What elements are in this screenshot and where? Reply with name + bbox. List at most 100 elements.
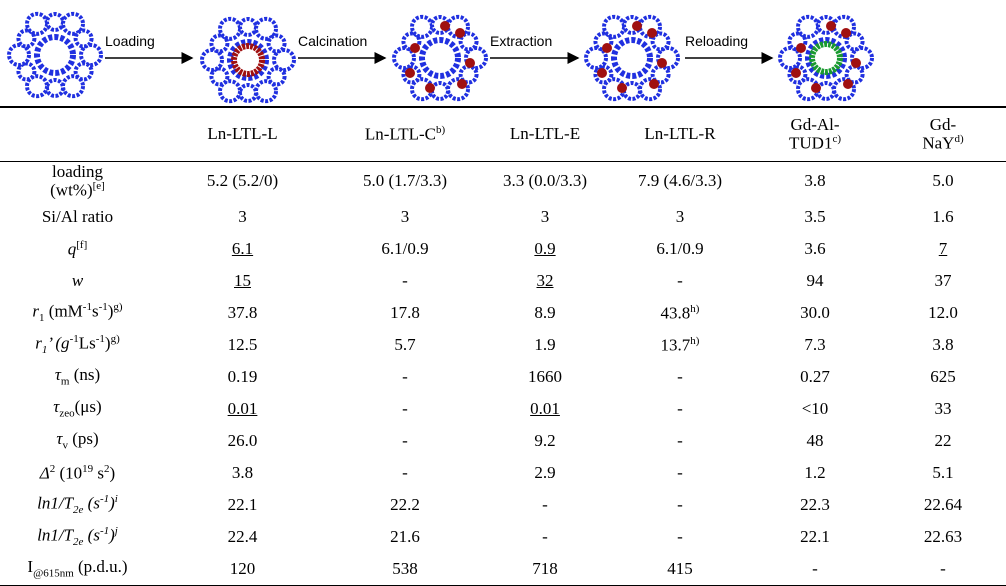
cell-text: 32 xyxy=(536,271,554,291)
cell-text: 12.5 xyxy=(227,335,258,355)
label-text: τ xyxy=(53,397,60,417)
table-row: loading (wt%)[e] 5.2 (5.2/0) 5.0 (1.7/3.3) 3… xyxy=(0,161,1006,201)
cell-text: 0.9 xyxy=(534,239,556,259)
cage xyxy=(209,33,230,54)
table-cell: 5.0 xyxy=(880,161,1006,201)
cage xyxy=(254,16,278,41)
table-cell: - xyxy=(330,457,480,489)
table-cell: 120 xyxy=(155,553,330,585)
table-cell: - xyxy=(610,457,750,489)
cell-text: 22.63 xyxy=(923,527,963,547)
cage xyxy=(430,81,450,101)
table-cell: 22 xyxy=(880,425,1006,457)
cell-text: 22.2 xyxy=(390,495,420,515)
header-cell: Ln-LTL-R xyxy=(610,107,750,161)
table-cell: 7.3 xyxy=(750,329,880,361)
label-text: i xyxy=(114,492,118,505)
cage xyxy=(73,28,94,49)
cage xyxy=(238,83,258,103)
label-text: ) xyxy=(109,525,115,545)
row-label: r1’ (g-1Ls-1)g) xyxy=(0,329,155,361)
ion xyxy=(649,79,659,89)
label-text: ) xyxy=(104,333,111,353)
ion xyxy=(455,28,465,38)
cell-text: - xyxy=(402,399,408,419)
cell-text: Gd-NaY xyxy=(922,115,957,153)
cell-text: 0.19 xyxy=(227,367,258,387)
table-cell: - xyxy=(610,361,750,393)
table-cell: 9.2 xyxy=(480,425,610,457)
table-cell: 625 xyxy=(880,361,1006,393)
label-text: 2 xyxy=(104,462,110,475)
cell-text: 7.9 (4.6/3.3) xyxy=(637,171,723,191)
cell-text: - xyxy=(677,527,683,547)
table-body: loading (wt%)[e] 5.2 (5.2/0) 5.0 (1.7/3.3) 3… xyxy=(0,161,1006,585)
ion xyxy=(465,58,475,68)
cell-text: 538 xyxy=(392,558,418,578)
cell-text: - xyxy=(677,431,683,451)
cell-text: Ln-LTL-R xyxy=(644,124,716,144)
table-cell: 22.1 xyxy=(750,521,880,553)
step-label: Loading xyxy=(105,33,155,49)
header-cell xyxy=(0,107,155,161)
table-row: r1’ (g-1Ls-1)g) 12.5 5.7 1.9 13.7h) 7.3 3.8 xyxy=(0,329,1006,361)
label-text: Δ xyxy=(39,463,50,483)
cage xyxy=(844,31,865,52)
cell-text: 1.9 xyxy=(534,335,556,355)
cell-text: 718 xyxy=(532,558,558,578)
table-cell: 12.0 xyxy=(880,297,1006,329)
table-cell: 718 xyxy=(480,553,610,585)
header-cell: Gd-NaYd) xyxy=(880,107,1006,161)
header-cell: Ln-LTL-E xyxy=(480,107,610,161)
table-cell: 5.0 (1.7/3.3) xyxy=(330,161,480,201)
row-label: Si/Al ratio xyxy=(0,201,155,233)
table-row: ln1/T2e (s-1)j 22.4 21.6 - - 22.1 22.63 xyxy=(0,521,1006,553)
row-label: Δ2 (1019 s2) xyxy=(0,457,155,489)
cage xyxy=(61,11,85,36)
cell-text: 37.8 xyxy=(227,303,258,323)
table-row: ln1/T2e (s-1)i 22.1 22.2 - - 22.3 22.64 xyxy=(0,489,1006,521)
table-cell: 3.8 xyxy=(155,457,330,489)
cage xyxy=(602,14,626,39)
table-cell: 1660 xyxy=(480,361,610,393)
table-cell: 17.8 xyxy=(330,297,480,329)
label-text: Ls xyxy=(78,333,96,353)
label-text: [f] xyxy=(76,238,88,251)
ion xyxy=(597,68,607,78)
table-cell: 415 xyxy=(610,553,750,585)
table-cell: 5.7 xyxy=(330,329,480,361)
cell-text: h) xyxy=(690,302,700,315)
cage xyxy=(25,74,49,99)
table-row: τm (ns) 0.19 - 1660 - 0.27 625 xyxy=(0,361,1006,393)
cell-text: 3.6 xyxy=(804,239,826,259)
table-row: I@615nm (p.d.u.) 120 538 718 415 - - xyxy=(0,553,1006,585)
label-text: (ps) xyxy=(67,429,99,449)
step-label: Extraction xyxy=(490,33,552,49)
cell-text: b) xyxy=(435,124,446,136)
table-cell: 22.4 xyxy=(155,521,330,553)
table-row: Δ2 (1019 s2) 3.8-2.9-1.2 5.1 xyxy=(0,457,1006,489)
ion xyxy=(657,58,667,68)
cage xyxy=(45,12,65,32)
table-cell: 15 xyxy=(155,265,330,297)
table-cell: 0.19 xyxy=(155,361,330,393)
cell-text: Ln-LTL-L xyxy=(207,124,278,144)
data-table: Ln-LTL-L Ln-LTL-Cb) Ln-LTL-E Ln-LTL-R Gd-Al-… xyxy=(0,106,1006,586)
table-cell: 5.2 (5.2/0) xyxy=(155,161,330,201)
label-text: (s xyxy=(83,493,100,513)
table-cell: - xyxy=(750,553,880,585)
label-text: (10 xyxy=(55,463,83,483)
cage xyxy=(73,61,94,82)
cell-text: 3 xyxy=(238,207,247,227)
cell-text: 6.1/0.9 xyxy=(656,239,704,259)
cell-text: 94 xyxy=(806,271,824,291)
channel xyxy=(419,37,461,79)
label-text: g) xyxy=(113,300,123,313)
cell-text: h) xyxy=(690,334,700,347)
table-cell: 22.2 xyxy=(330,489,480,521)
row-label: q[f] xyxy=(0,233,155,265)
cell-text: 9.2 xyxy=(534,431,556,451)
table-cell: 26.0 xyxy=(155,425,330,457)
ion xyxy=(632,21,642,31)
cage xyxy=(650,31,671,52)
